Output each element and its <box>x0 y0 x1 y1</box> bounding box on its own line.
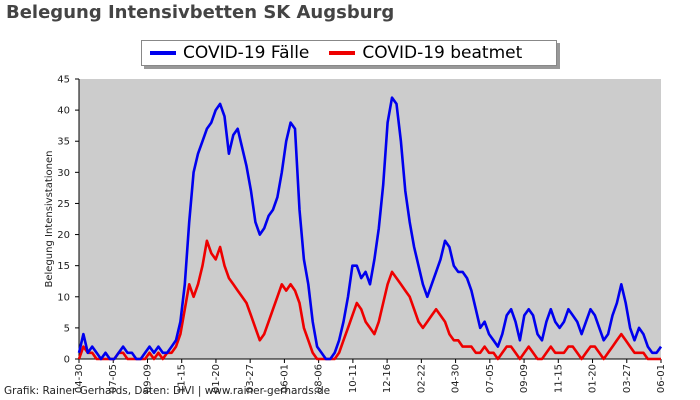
x-tick-label: 10-11 <box>348 364 359 393</box>
x-tick-label: 06-01 <box>656 364 667 393</box>
plot-area <box>79 79 661 359</box>
x-tick-label: 01-20 <box>588 364 599 393</box>
x-tick-label: 04-30 <box>74 364 85 393</box>
chart-legend: COVID-19 Fälle COVID-19 beatmet <box>141 40 557 66</box>
y-tick-label: 15 <box>57 261 70 272</box>
footer-credit: Grafik: Rainer Gerhards, Daten: DIVI | w… <box>4 385 331 397</box>
y-tick-label: 35 <box>57 137 70 148</box>
x-tick-label: 03-27 <box>245 364 256 393</box>
x-tick-label: 04-30 <box>451 364 462 393</box>
y-tick-label: 40 <box>57 106 70 117</box>
y-tick-label: 20 <box>57 230 70 241</box>
y-tick-label: 25 <box>57 199 70 210</box>
series-layer <box>77 96 663 361</box>
x-tick-label: 01-20 <box>211 364 222 393</box>
y-tick-label: 30 <box>57 168 70 179</box>
x-tick-label: 09-09 <box>142 364 153 393</box>
legend-item-cases: COVID-19 Fälle <box>150 43 309 63</box>
y-tick-label: 45 <box>57 75 70 86</box>
x-tick-label: 12-16 <box>382 364 393 393</box>
x-tick-label: 03-27 <box>622 364 633 393</box>
x-tick-label: 07-05 <box>485 364 496 393</box>
y-tick-label: 5 <box>64 323 70 334</box>
x-tick-label: 11-15 <box>553 364 564 393</box>
legend-label-ventilated: COVID-19 beatmet <box>362 43 523 63</box>
x-tick-label: 11-15 <box>177 364 188 393</box>
x-tick-label: 09-09 <box>519 364 530 393</box>
chart-title: Belegung Intensivbetten SK Augsburg <box>6 2 395 23</box>
x-tick-label: 07-05 <box>108 364 119 393</box>
series-line-cases <box>77 96 663 361</box>
legend-swatch-ventilated <box>329 51 356 55</box>
x-tick-label: 02-22 <box>416 364 427 393</box>
series-line-ventilated <box>77 239 661 361</box>
y-axis-label: Belegung Intensivstationen <box>44 150 55 287</box>
y-tick-label: 0 <box>64 355 70 366</box>
axes: 0 5 10 15 20 25 30 35 40 45 04-30 07-05 09-09 11-15 01… <box>57 75 667 394</box>
legend-item-ventilated: COVID-19 beatmet <box>329 43 522 63</box>
legend-swatch-cases <box>150 51 176 55</box>
legend-label-cases: COVID-19 Fälle <box>183 43 310 63</box>
y-tick-label: 10 <box>57 292 70 303</box>
x-tick-label: 08-06 <box>314 364 325 393</box>
x-tick-label: 06-01 <box>279 364 290 393</box>
